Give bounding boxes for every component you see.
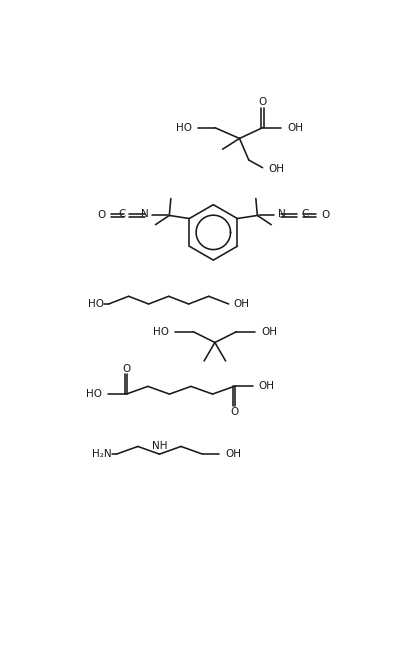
Text: C: C bbox=[301, 209, 309, 219]
Text: O: O bbox=[97, 210, 106, 220]
Text: HO: HO bbox=[153, 327, 168, 337]
Text: H₂N: H₂N bbox=[92, 449, 112, 459]
Text: C: C bbox=[118, 209, 126, 219]
Text: N: N bbox=[278, 209, 286, 219]
Text: OH: OH bbox=[261, 327, 277, 337]
Text: HO: HO bbox=[176, 123, 192, 133]
Text: O: O bbox=[321, 210, 329, 220]
Text: O: O bbox=[230, 407, 238, 417]
Text: OH: OH bbox=[269, 165, 285, 174]
Text: NH: NH bbox=[152, 441, 167, 451]
Text: HO: HO bbox=[88, 299, 104, 309]
Text: HO: HO bbox=[85, 389, 102, 399]
Text: OH: OH bbox=[259, 382, 275, 392]
Text: OH: OH bbox=[234, 299, 249, 309]
Text: OH: OH bbox=[226, 449, 241, 459]
Text: N: N bbox=[141, 209, 148, 219]
Text: O: O bbox=[259, 97, 267, 107]
Text: OH: OH bbox=[287, 123, 303, 133]
Text: O: O bbox=[122, 364, 131, 374]
